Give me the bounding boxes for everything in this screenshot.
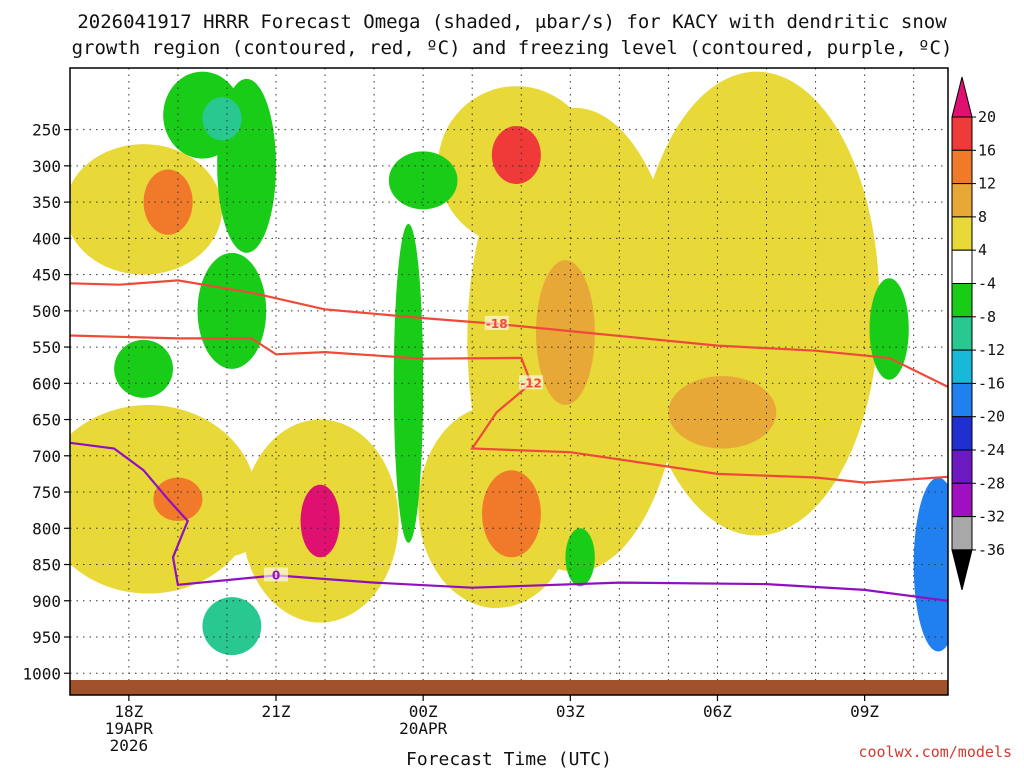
colorbar-box-5	[951, 249, 973, 284]
colorbar-box-7	[951, 316, 973, 351]
contour-label-dgz-minus18: -18	[486, 317, 508, 331]
colorbar-box-6	[951, 283, 973, 318]
y-tick-label-350: 350	[32, 193, 61, 212]
omega-cell-19	[114, 339, 174, 398]
y-tick-label-450: 450	[32, 266, 61, 285]
colorbar-bottom-arrow	[951, 549, 973, 591]
omega-cell-13	[197, 252, 267, 369]
y-tick-label-550: 550	[32, 338, 61, 357]
colorbar-box-13	[951, 516, 973, 551]
y-tick-label-500: 500	[32, 302, 61, 321]
ground-strip	[70, 680, 948, 695]
y-tick-label-950: 950	[32, 628, 61, 647]
x-tick-label-0-2: 2026	[110, 736, 149, 755]
x-tick-label-12-0: 06Z	[703, 702, 732, 721]
omega-cell-14	[668, 376, 777, 449]
colorbar-label-6: -8	[978, 308, 996, 326]
colorbar-box-1	[951, 116, 973, 151]
x-tick-label-9-0: 03Z	[556, 702, 585, 721]
x-axis-label: Forecast Time (UTC)	[406, 749, 612, 768]
colorbar-label-8: -16	[978, 374, 1005, 392]
colorbar-label-10: -24	[978, 441, 1005, 459]
omega-cell-17	[388, 151, 458, 210]
omega-cell-20	[202, 597, 262, 656]
colorbar-label-9: -20	[978, 408, 1005, 426]
contour-label-bg-dgz-minus12	[519, 375, 544, 390]
omega-cell-22	[300, 484, 340, 558]
omega-cell-23	[491, 125, 541, 184]
colorbar-box-4	[951, 216, 973, 251]
omega-cell-10	[540, 129, 590, 304]
contour-freezing-level	[70, 441, 948, 602]
y-tick-label-750: 750	[32, 483, 61, 502]
colorbar-label-13: -36	[978, 541, 1005, 559]
y-tick-label-1000: 1000	[22, 664, 61, 683]
x-tick-label-6-0: 00Z	[409, 702, 438, 721]
y-tick-label-650: 650	[32, 411, 61, 430]
colorbar-label-2: 12	[978, 175, 996, 193]
y-tick-label-600: 600	[32, 374, 61, 393]
contour-label-bg-freezing-level	[264, 567, 289, 582]
omega-cell-25	[202, 96, 242, 141]
omega-cell-12	[913, 477, 948, 652]
y-tick-label-400: 400	[32, 229, 61, 248]
colorbar: 20 16 12 8 4 -4 -8 -12 -16 -20 -24 -28 -32 -36	[951, 76, 1005, 591]
y-tick-label-850: 850	[32, 556, 61, 575]
colorbar-label-7: -12	[978, 341, 1005, 359]
y-tick-label-300: 300	[32, 157, 61, 176]
colorbar-top-arrow	[951, 76, 973, 118]
chart-title-line-1: 2026041917 HRRR Forecast Omega (shaded, …	[77, 11, 947, 33]
x-tick-label-0-0: 18Z	[114, 702, 143, 721]
contour-lines: -18 -12 0	[70, 279, 948, 602]
omega-cell-24	[153, 477, 203, 522]
colorbar-label-1: 16	[978, 141, 996, 159]
omega-cell-16	[482, 470, 541, 558]
contour-label-freezing-level: 0	[272, 568, 280, 582]
colorbar-label-5: -4	[978, 275, 996, 293]
x-tick-label-15-0: 09Z	[850, 702, 879, 721]
colorbar-label-11: -28	[978, 474, 1005, 492]
chart-title-line-2: growth region (contoured, red, ºC) and f…	[72, 37, 953, 59]
contour-label-dgz-minus12: -12	[520, 376, 542, 390]
plot-frame	[69, 67, 949, 696]
contour-dgz-minus18	[70, 279, 948, 388]
contour-label-bg-dgz-minus18	[484, 315, 509, 330]
colorbar-box-11	[951, 449, 973, 484]
colorbar-box-2	[951, 149, 973, 185]
colorbar-label-4: 4	[978, 241, 987, 259]
omega-cell-26	[565, 528, 595, 587]
colorbar-box-8	[951, 349, 973, 384]
x-tick-label-3-0: 21Z	[262, 702, 291, 721]
x-tick-label-0-1: 19APR	[105, 719, 154, 738]
y-axis: 250 300 350 400 450 500 550 600 650 700 750 800 850 9…	[22, 121, 70, 683]
colorbar-label-12: -32	[978, 508, 1005, 526]
colorbar-label-3: 8	[978, 208, 987, 226]
colorbar-label-0: 20	[978, 108, 996, 126]
y-tick-label-900: 900	[32, 592, 61, 611]
y-tick-label-250: 250	[32, 121, 61, 140]
colorbar-box-3	[951, 183, 973, 218]
colorbar-box-10	[951, 416, 973, 451]
x-tick-label-6-1: 20APR	[399, 719, 448, 738]
omega-cell-18	[869, 278, 909, 380]
y-tick-label-700: 700	[32, 447, 61, 466]
credit-text: coolwx.com/models	[858, 743, 1012, 761]
colorbar-box-12	[951, 482, 973, 518]
omega-cell-6	[70, 144, 223, 275]
y-tick-label-800: 800	[32, 519, 61, 538]
colorbar-box-9	[951, 382, 973, 418]
omega-cell-11	[535, 260, 595, 406]
